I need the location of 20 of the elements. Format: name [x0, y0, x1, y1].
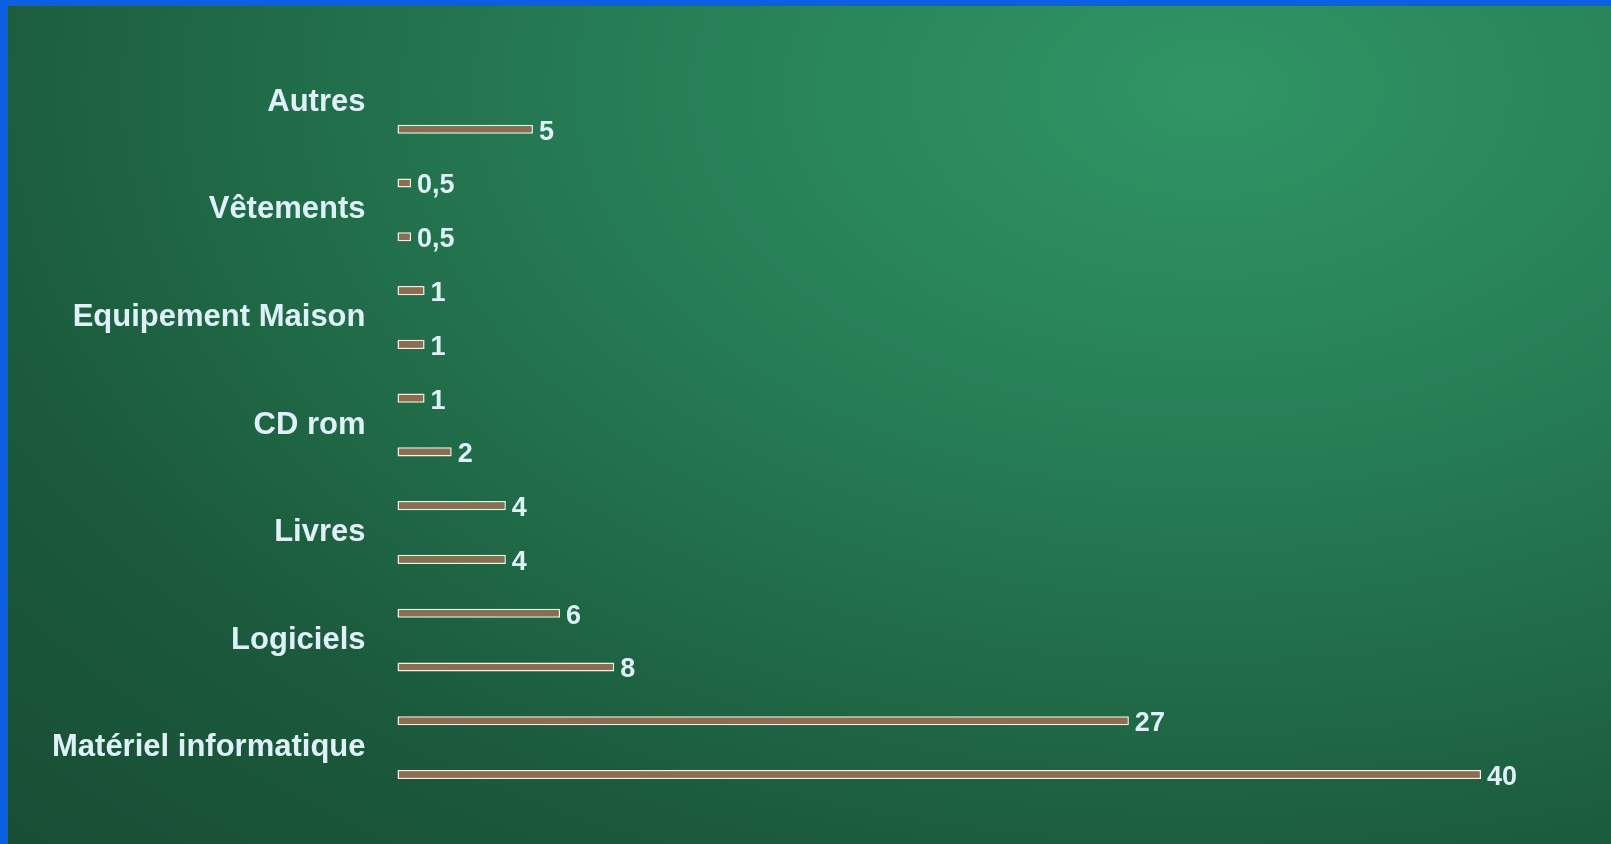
data-label: 4: [511, 492, 527, 523]
y-tick-label: Equipement Maison: [72, 298, 366, 333]
data-label: 4: [511, 545, 527, 576]
data-label: 1: [430, 330, 446, 361]
data-label: 5: [538, 115, 554, 146]
y-tick-label: Vêtements: [208, 190, 366, 226]
y-tick-label: Livres: [274, 513, 366, 549]
data-label: 1: [430, 277, 446, 308]
y-tick-label: Autres: [267, 82, 366, 118]
data-label: 2: [457, 438, 473, 469]
y-tick-label: Logiciels: [231, 620, 366, 656]
data-label: 0,5: [417, 223, 455, 254]
data-label: 8: [620, 653, 636, 684]
y-tick-label: Matériel informatique: [52, 728, 366, 764]
data-label: 0,5: [417, 169, 455, 200]
data-label: 27: [1134, 707, 1165, 738]
data-label: 6: [566, 599, 582, 630]
y-tick-label: CD rom: [253, 405, 366, 441]
data-label: 1: [430, 384, 446, 415]
data-label: 40: [1487, 760, 1518, 791]
